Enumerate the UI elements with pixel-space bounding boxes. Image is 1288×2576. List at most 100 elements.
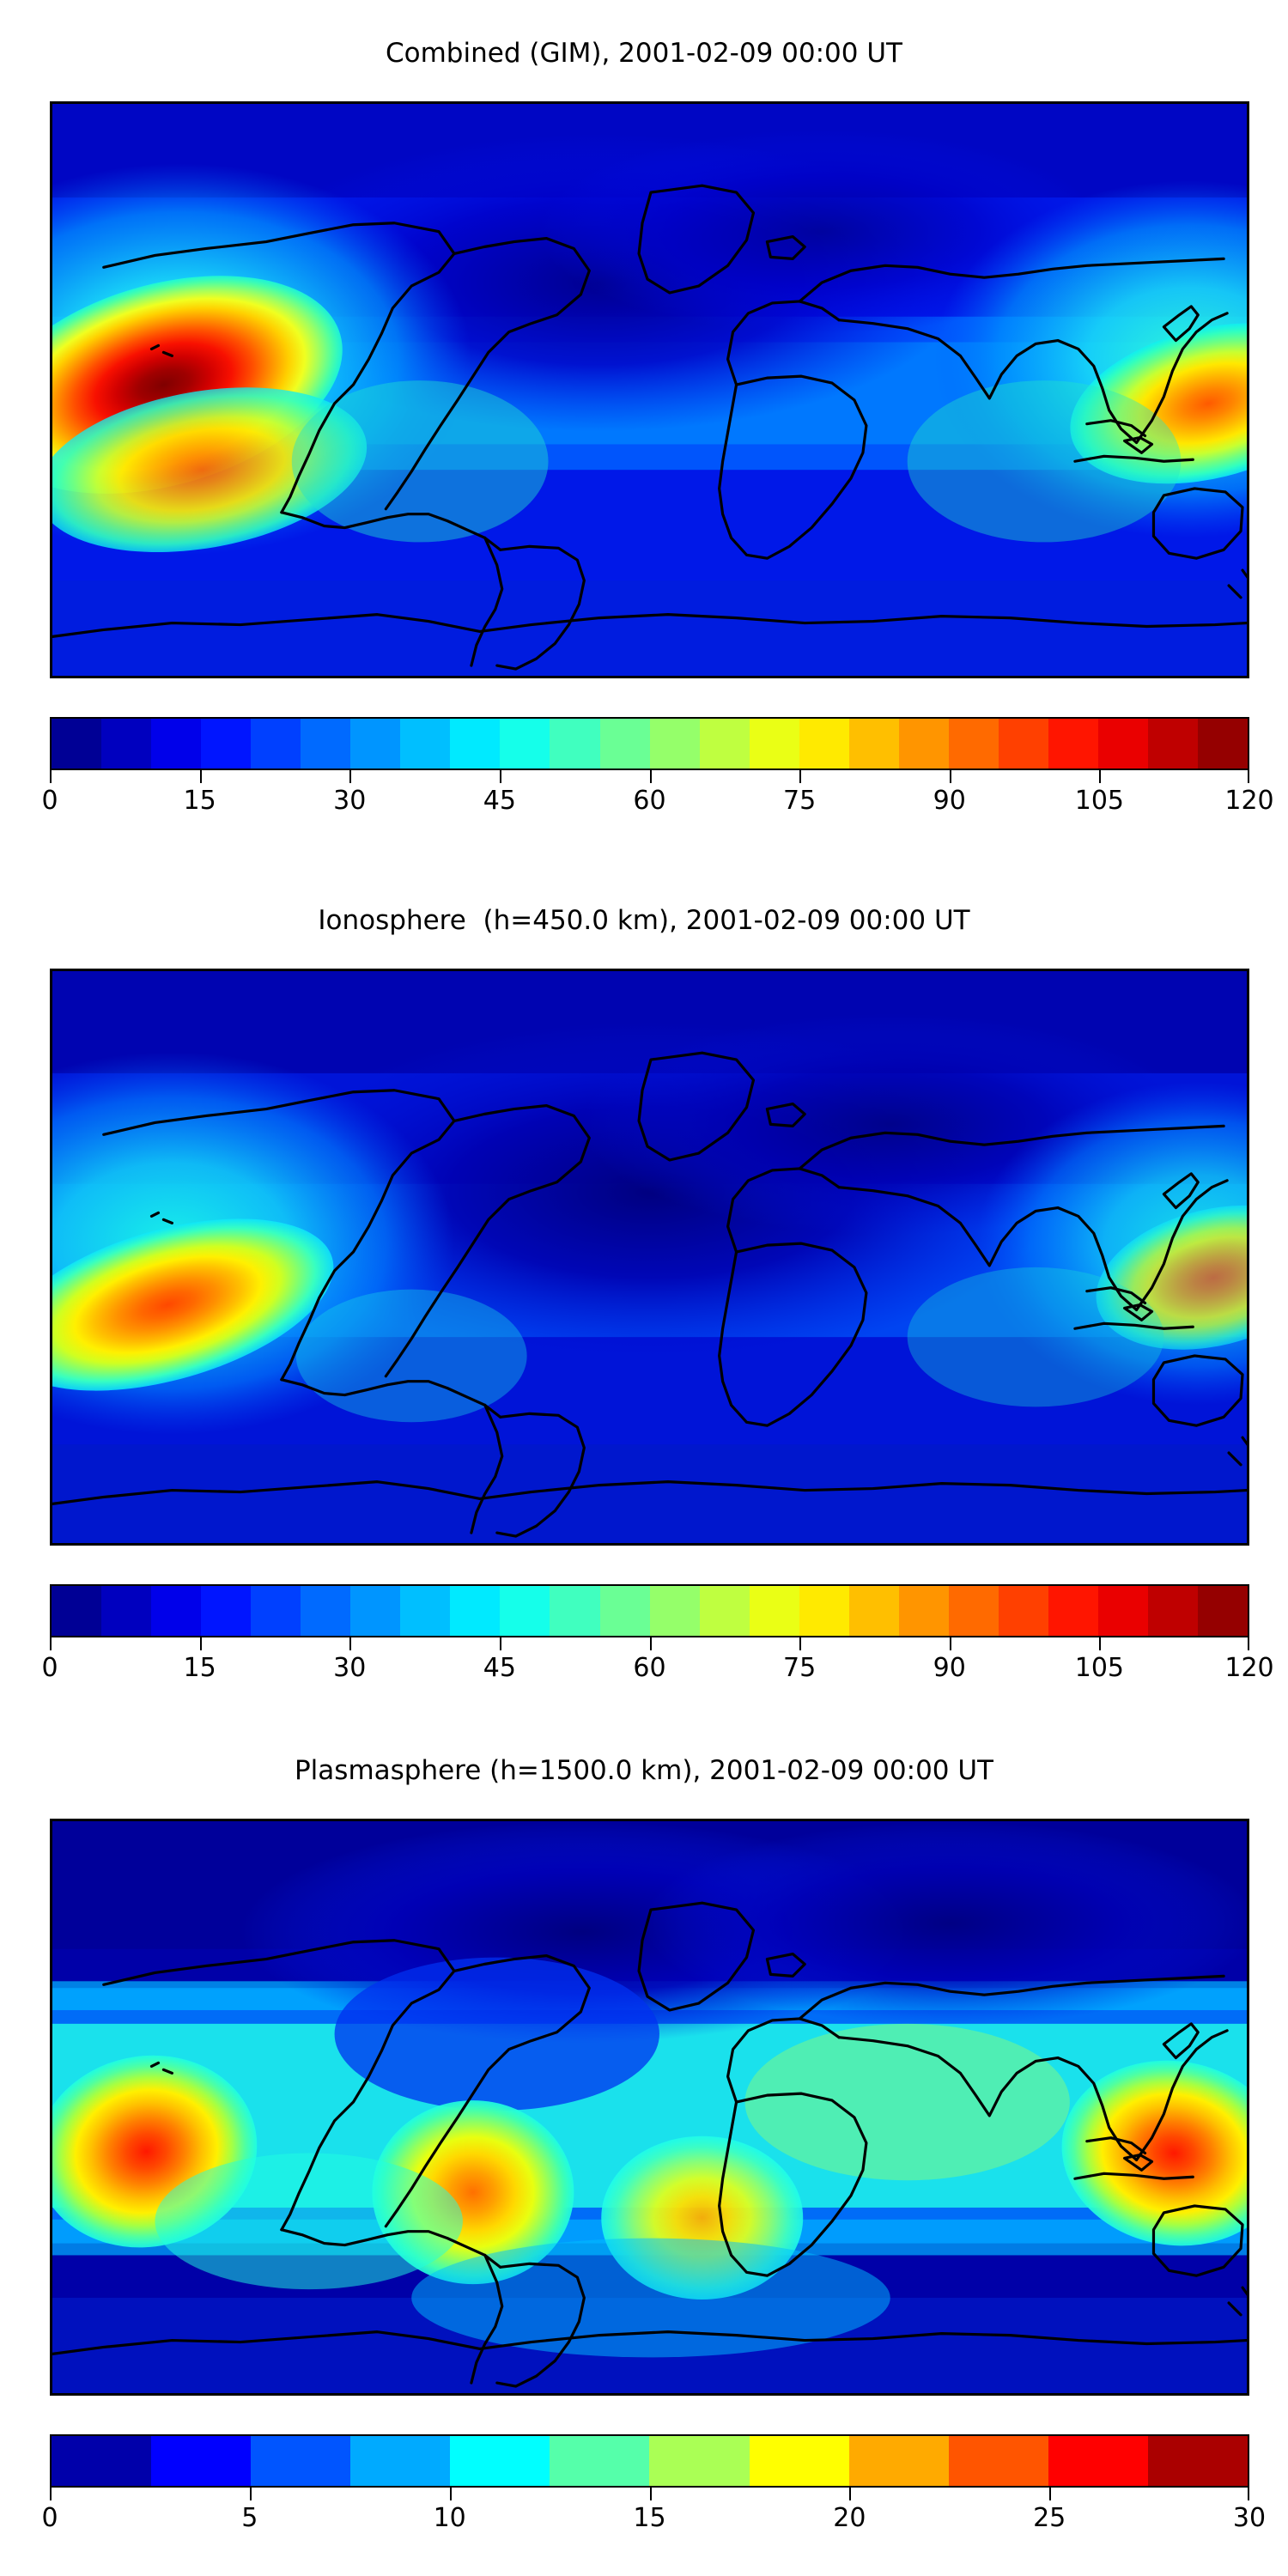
colorbar-tick-label: 120	[1224, 1653, 1274, 1683]
colorbar-tick	[949, 1637, 951, 1650]
field-africa-lobe	[744, 2023, 1070, 2181]
colorbar-tick-label: 0	[41, 2503, 58, 2533]
map-combined-gim	[50, 101, 1249, 678]
colorbar-band	[599, 1586, 650, 1636]
colorbar-band	[1147, 2436, 1248, 2486]
colorbar-tick-label: 30	[1232, 2503, 1267, 2533]
colorbar-band	[151, 719, 202, 769]
colorbar-band	[52, 719, 102, 769]
colorbar-band	[1048, 2436, 1148, 2486]
colorbar-tick	[1099, 1637, 1102, 1650]
colorbar-tick	[849, 2488, 852, 2500]
colorbar-band	[699, 719, 750, 769]
colorbar-band	[400, 1586, 451, 1636]
colorbar-band	[1048, 719, 1098, 769]
colorbar-band	[1048, 1586, 1098, 1636]
colorbar-band	[948, 719, 999, 769]
colorbar-tick-label: 0	[41, 786, 58, 816]
colorbar-band	[52, 2436, 152, 2486]
colorbar-band	[699, 1586, 750, 1636]
colorbar-band	[1097, 719, 1149, 769]
colorbar-tick	[349, 770, 352, 783]
panel-title: Combined (GIM), 2001-02-09 00:00 UT	[386, 38, 902, 69]
colorbar-tick-label: 45	[483, 1653, 516, 1683]
colorbar-tick-label: 20	[833, 2503, 866, 2533]
colorbar-tick-label: 90	[933, 1653, 966, 1683]
panel-title: Ionosphere (h=450.0 km), 2001-02-09 00:0…	[318, 905, 970, 936]
colorbar-band	[848, 2436, 949, 2486]
colorbar-band	[1148, 719, 1199, 769]
colorbar-tick	[1248, 1637, 1249, 1650]
field-westpacific-crest	[1096, 1205, 1247, 1350]
colorbar-tick-label: 0	[41, 1653, 58, 1683]
colorbar-band	[649, 1586, 700, 1636]
field-samerica-lobe	[291, 380, 549, 543]
colorbar-tick	[449, 2488, 452, 2500]
panel-title: Plasmasphere (h=1500.0 km), 2001-02-09 0…	[294, 1755, 993, 1786]
colorbar-band	[151, 1586, 202, 1636]
colorbar-tick-label: 45	[483, 786, 516, 816]
colorbar-band	[301, 1586, 351, 1636]
colorbar-axis: 0 15 30 45 60 75 90 105 120	[41, 770, 1274, 818]
colorbar-band	[649, 719, 700, 769]
colorbar-band	[749, 2436, 849, 2486]
colorbar-tick-label: 15	[183, 1653, 216, 1683]
colorbar-tick-label: 30	[333, 1653, 367, 1683]
colorbar-tick	[799, 1637, 802, 1650]
colorbar-combined-gim: 0 15 30 45 60 75 90 105 120	[41, 717, 1274, 820]
colorbar-axis: 0 5 10 15 20 25 30	[41, 2488, 1266, 2536]
colorbar-band	[500, 1586, 550, 1636]
colorbar-band	[948, 1586, 999, 1636]
colorbar-tick	[50, 770, 52, 783]
colorbar-gradient	[50, 2434, 1249, 2488]
colorbar-tick	[349, 1637, 352, 1650]
colorbar-band	[151, 2436, 252, 2486]
field-australasia-lobe	[907, 380, 1182, 543]
colorbar-band	[251, 1586, 301, 1636]
coastlines	[52, 1051, 1247, 1538]
map-canvas-2	[52, 971, 1247, 1543]
colorbar-tick	[799, 770, 802, 783]
colorbar-band	[251, 719, 301, 769]
colorbar-tick	[1049, 2488, 1052, 2500]
colorbar-tick-label: 10	[433, 2503, 466, 2533]
colorbar-band	[948, 2436, 1048, 2486]
colorbar-band	[599, 719, 650, 769]
field-south-polar	[52, 1444, 1247, 1543]
colorbar-band	[52, 1586, 102, 1636]
colorbar-tick	[1248, 2488, 1249, 2500]
colorbar-tick-label: 15	[183, 786, 216, 816]
colorbar-band	[251, 2436, 351, 2486]
colorbar-gradient	[50, 1584, 1249, 1637]
colorbar-band	[550, 2436, 650, 2486]
colorbar-band	[400, 719, 451, 769]
field-samerica-lobe	[295, 1289, 527, 1423]
colorbar-tick-label: 60	[633, 786, 666, 816]
map-canvas-3	[52, 1821, 1247, 2393]
colorbar-tick-label: 5	[241, 2503, 258, 2533]
colorbar-band	[201, 1586, 252, 1636]
colorbar-band	[201, 719, 252, 769]
colorbar-gradient	[50, 717, 1249, 770]
colorbar-band	[649, 2436, 750, 2486]
colorbar-band	[848, 719, 899, 769]
colorbar-band	[450, 1586, 501, 1636]
colorbar-tick-label: 30	[333, 786, 367, 816]
colorbar-band	[1198, 719, 1249, 769]
colorbar-tick	[199, 1637, 202, 1650]
field-eurasia-trough	[642, 1821, 1247, 2026]
colorbar-axis: 0 15 30 45 60 75 90 105 120	[41, 1637, 1274, 1686]
colorbar-band	[101, 719, 152, 769]
field-pacific-south-lobe	[52, 387, 368, 553]
field-westpacific-max	[1061, 2060, 1247, 2246]
colorbar-tick	[249, 2488, 252, 2500]
field-namerica-trough	[334, 1957, 659, 2111]
colorbar-band	[101, 1586, 152, 1636]
colorbar-band	[749, 719, 799, 769]
field-southern-lobe	[411, 2238, 890, 2358]
colorbar-band	[898, 1586, 949, 1636]
colorbar-tick-label: 75	[783, 786, 817, 816]
colorbar-tick	[649, 2488, 652, 2500]
colorbar-tick	[649, 1637, 652, 1650]
